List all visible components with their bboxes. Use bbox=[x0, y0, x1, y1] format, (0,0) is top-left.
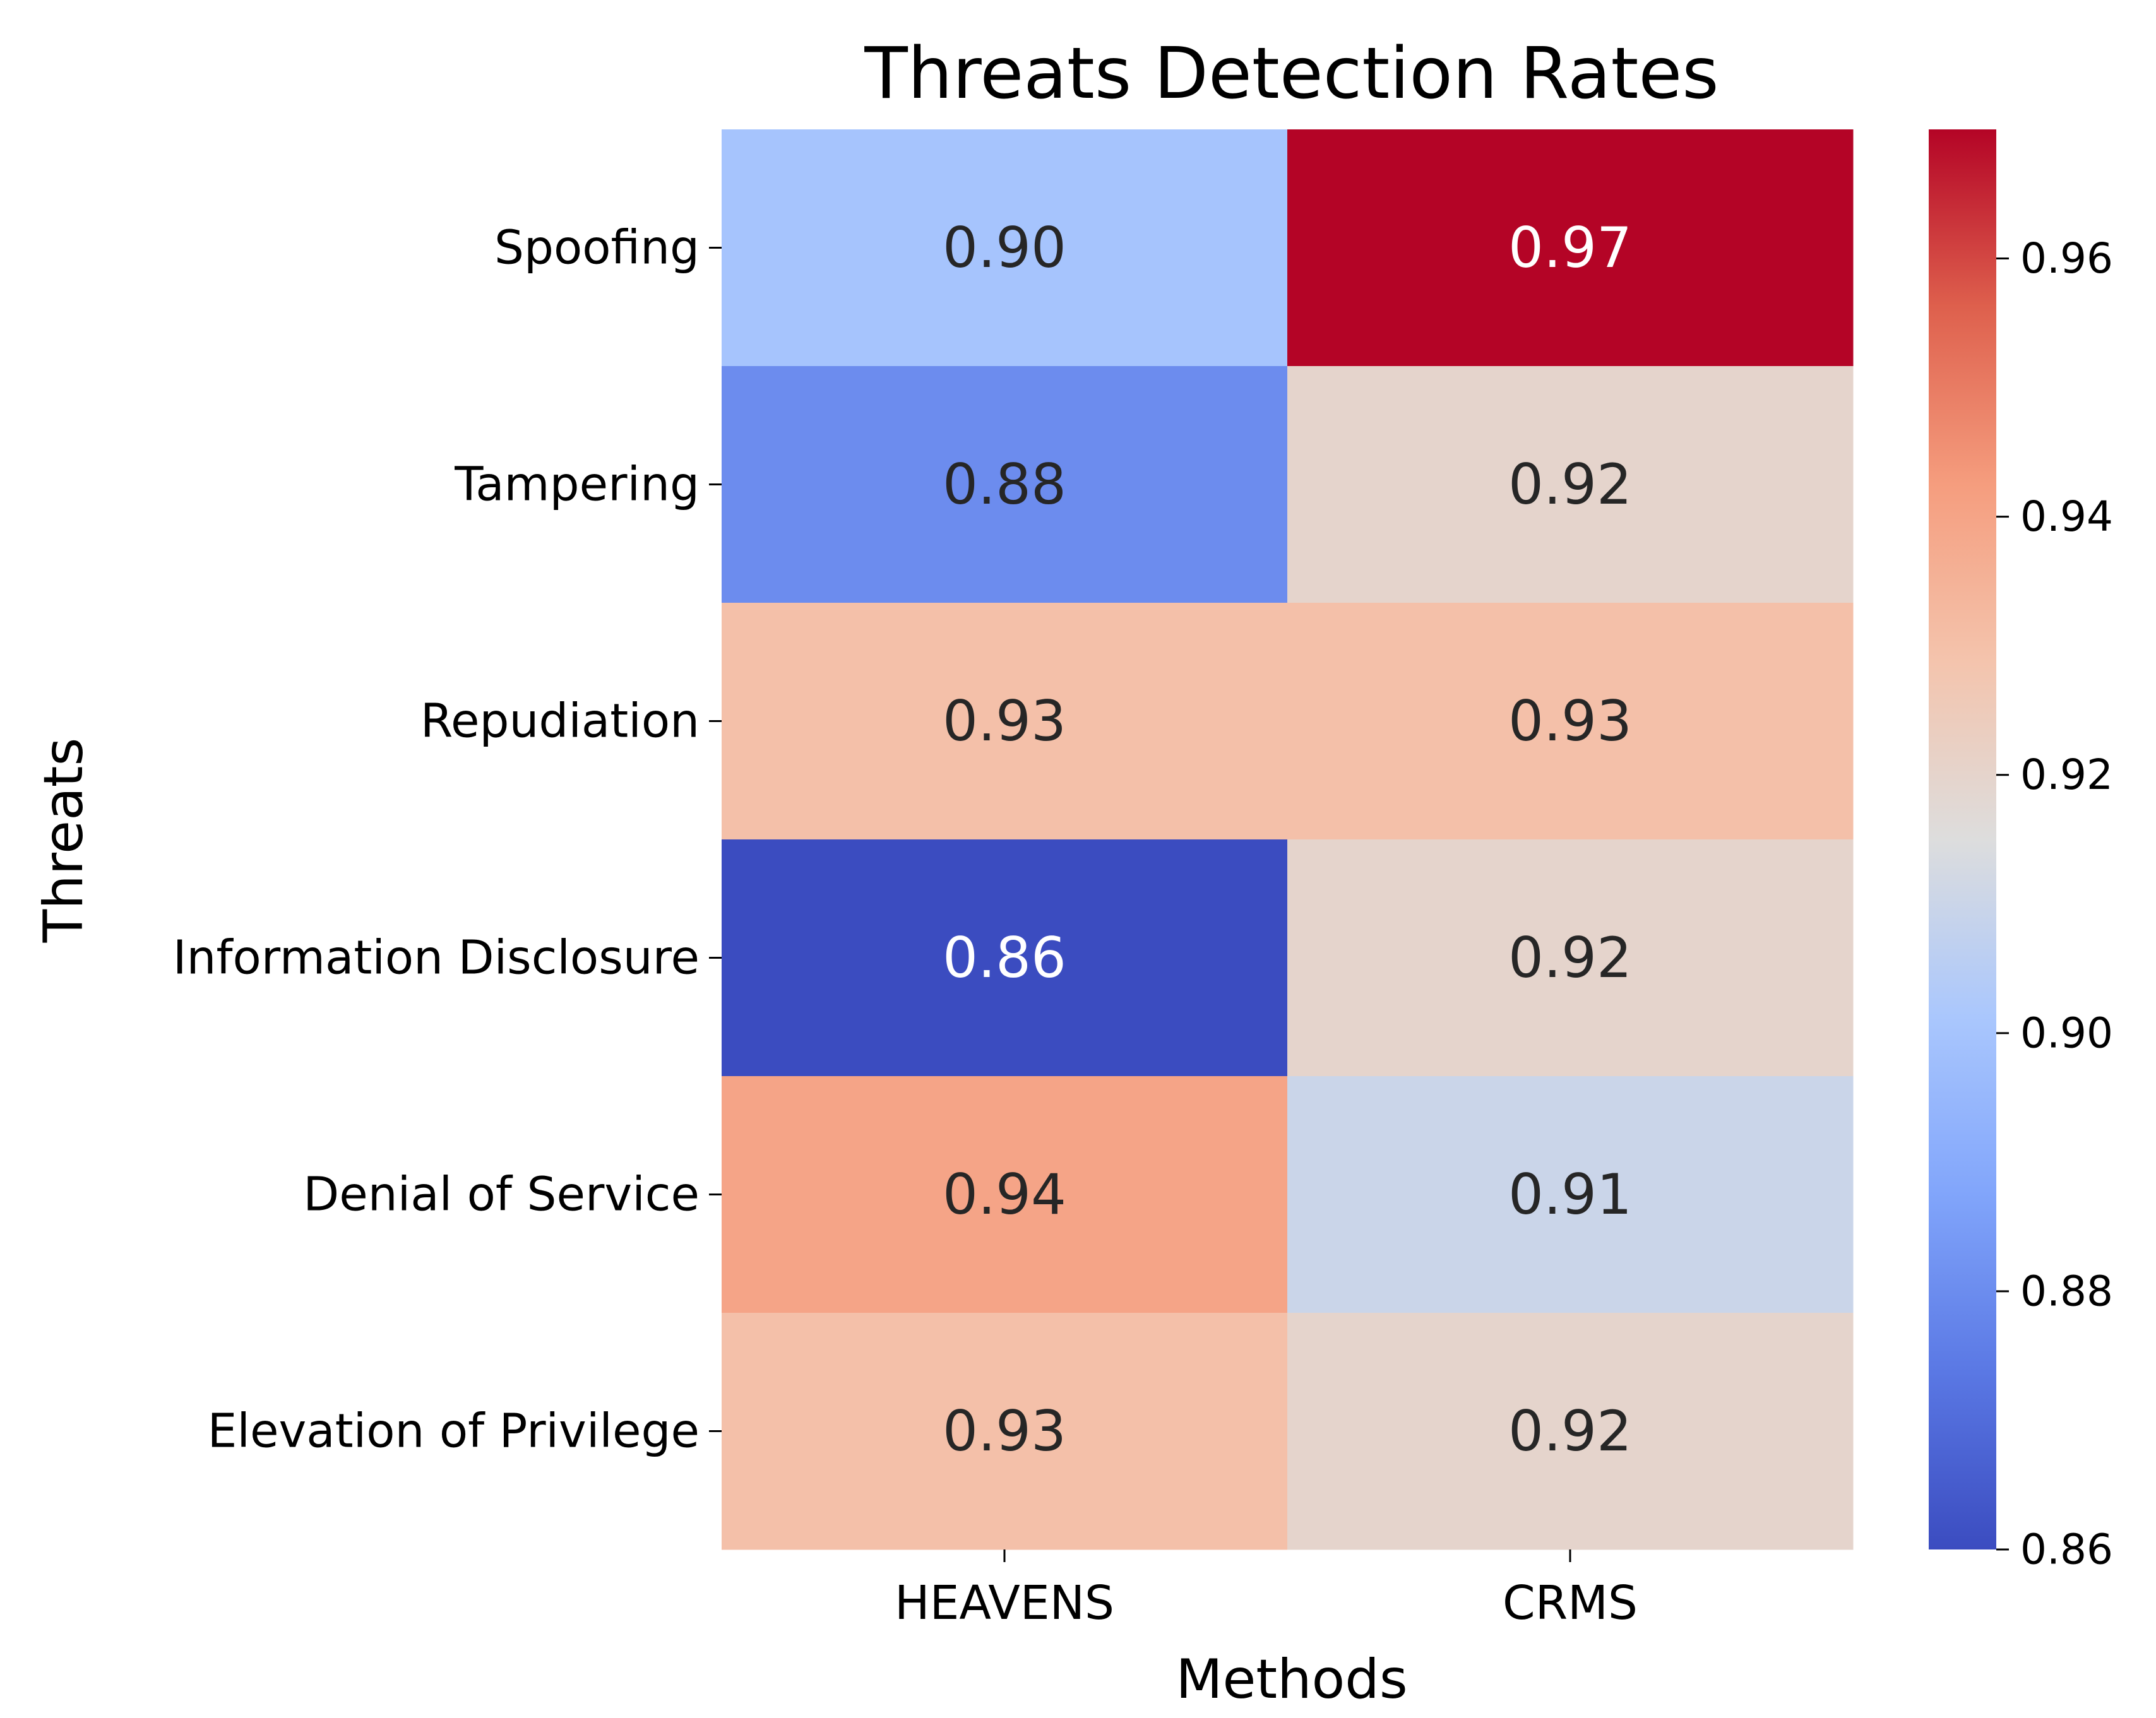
cell-value-label: 0.90 bbox=[943, 215, 1066, 280]
heatmap-cell bbox=[1287, 603, 1854, 840]
row-labels: Spoofing Tampering Repudiation Information … bbox=[173, 221, 722, 1459]
heatmap-cell bbox=[1287, 1313, 1854, 1550]
heatmap-cell bbox=[1287, 839, 1854, 1077]
y-tick-label: Denial of Service bbox=[303, 1168, 700, 1222]
y-tick-label: Repudiation bbox=[420, 694, 700, 749]
cell-value-label: 0.92 bbox=[1508, 925, 1632, 990]
y-tick-label: Elevation of Privilege bbox=[208, 1404, 700, 1459]
x-tick-label: CRMS bbox=[1503, 1576, 1638, 1630]
colorbar-tick-label: 0.96 bbox=[2020, 234, 2113, 283]
y-tick-label: Tampering bbox=[454, 458, 700, 512]
colorbar-tick-label: 0.92 bbox=[2020, 750, 2113, 799]
cell-value-label: 0.91 bbox=[1508, 1162, 1632, 1227]
heatmap-cell bbox=[1287, 129, 1854, 367]
heatmap-cell bbox=[722, 839, 1288, 1077]
colorbar: 0.86 0.88 0.90 0.92 0.94 0.96 bbox=[1929, 129, 2113, 1574]
x-axis-label: Methods bbox=[1176, 1648, 1407, 1711]
chart-title: Threats Detection Rates bbox=[864, 33, 1718, 115]
y-tick-label: Information Disclosure bbox=[173, 931, 700, 985]
x-tick-label: HEAVENS bbox=[895, 1576, 1114, 1630]
colorbar-tick-label: 0.94 bbox=[2020, 492, 2113, 541]
colorbar-gradient bbox=[1929, 129, 1996, 1549]
colorbar-tick-label: 0.88 bbox=[2020, 1267, 2113, 1315]
colorbar-ticks: 0.86 0.88 0.90 0.92 0.94 0.96 bbox=[1996, 234, 2113, 1574]
column-labels: HEAVENS CRMS bbox=[895, 1549, 1638, 1630]
cell-value-label: 0.86 bbox=[943, 925, 1066, 990]
cell-value-label: 0.88 bbox=[943, 452, 1066, 517]
cell-value-label: 0.94 bbox=[943, 1162, 1066, 1227]
heatmap-cell bbox=[1287, 1076, 1854, 1313]
heatmap-cell bbox=[722, 1313, 1288, 1550]
y-axis-label: Threats bbox=[32, 738, 95, 944]
colorbar-tick-label: 0.90 bbox=[2020, 1009, 2113, 1057]
cell-value-label: 0.92 bbox=[1508, 1399, 1632, 1464]
heatmap-cells: 0.90 0.97 0.88 0.92 0.93 0.93 0.86 0.92 0.94 0.91… bbox=[722, 129, 1854, 1550]
heatmap-cell bbox=[722, 129, 1288, 367]
cell-value-label: 0.93 bbox=[1508, 689, 1632, 754]
y-tick-label: Spoofing bbox=[494, 221, 700, 275]
cell-value-label: 0.92 bbox=[1508, 452, 1632, 517]
heatmap-cell bbox=[1287, 366, 1854, 603]
colorbar-tick-label: 0.86 bbox=[2020, 1525, 2113, 1574]
cell-value-label: 0.93 bbox=[943, 1399, 1066, 1464]
heatmap-cell bbox=[722, 1076, 1288, 1313]
heatmap-cell bbox=[722, 603, 1288, 840]
cell-value-label: 0.93 bbox=[943, 689, 1066, 754]
heatmap-cell bbox=[722, 366, 1288, 603]
cell-value-label: 0.97 bbox=[1508, 215, 1632, 280]
